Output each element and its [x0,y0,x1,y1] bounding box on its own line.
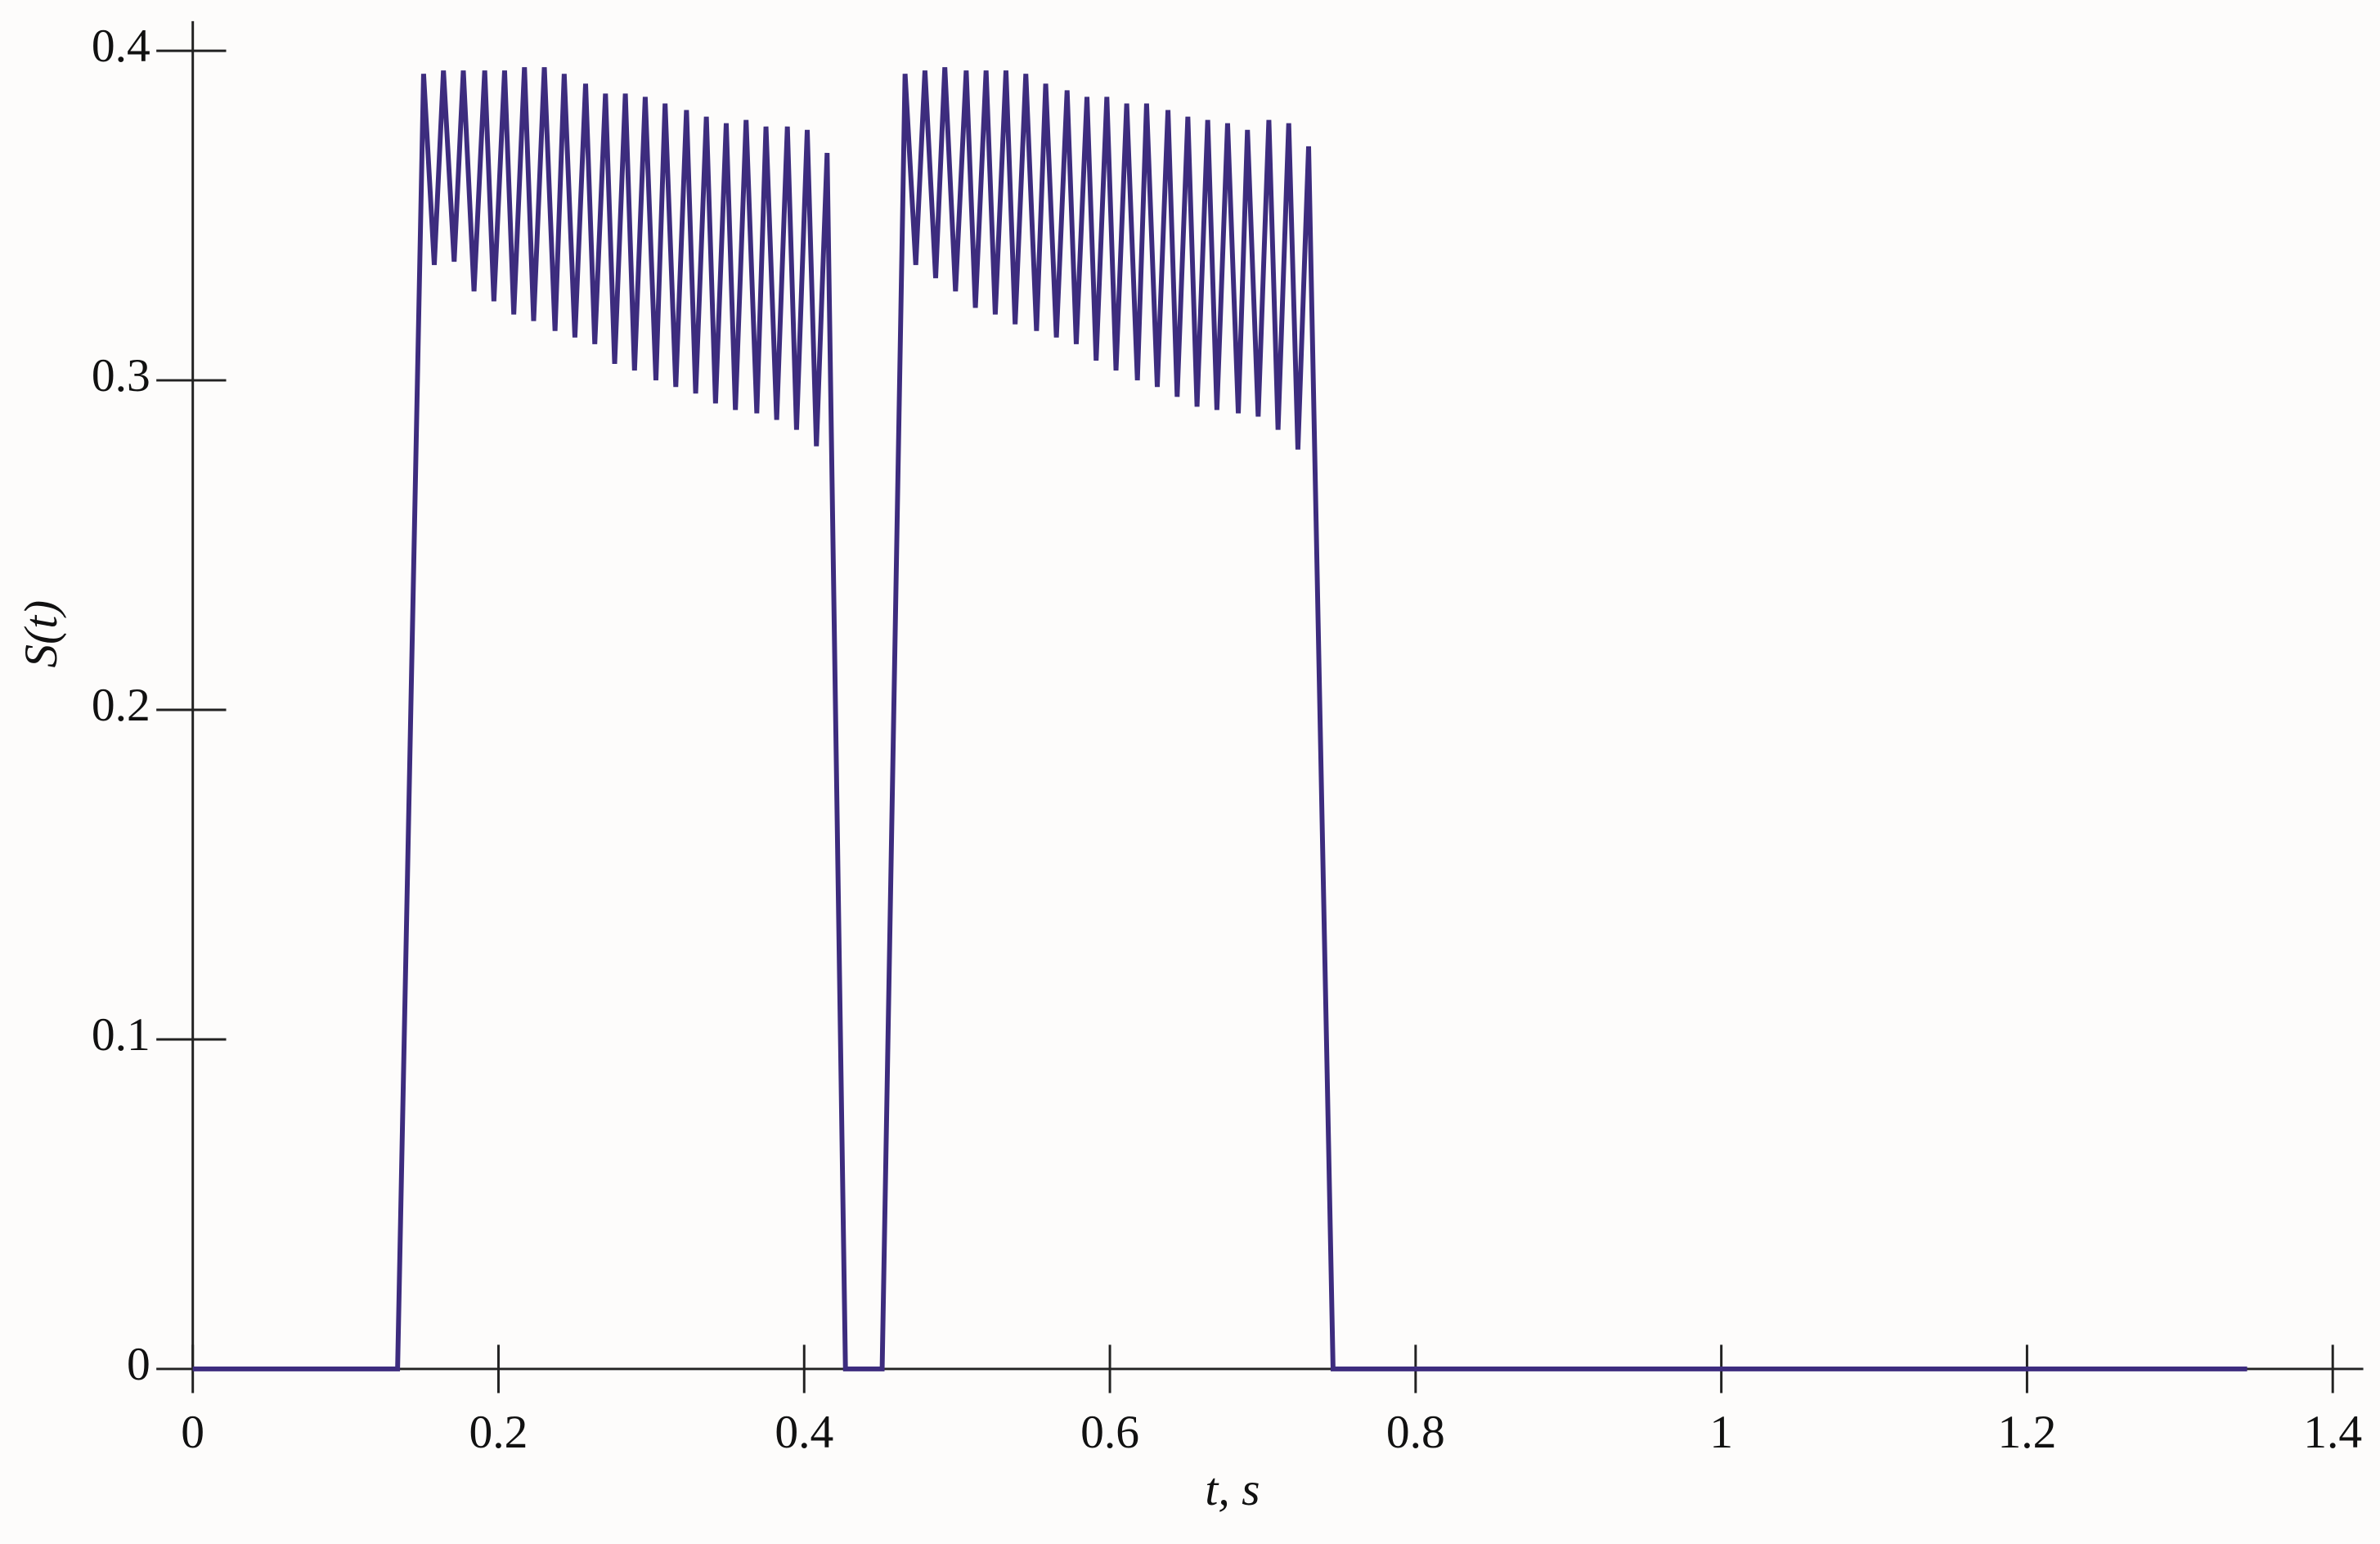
x-tick-label: 0.8 [1386,1407,1445,1458]
x-tick-label: 0 [181,1407,204,1458]
x-tick-label: 1 [1709,1407,1733,1458]
y-tick-label: 0.4 [92,20,150,72]
x-tick-label: 0.4 [775,1407,833,1458]
x-tick-label: 1.2 [1997,1407,2056,1458]
data-line [192,67,2248,1371]
x-tick-label: 1.4 [2303,1407,2362,1458]
x-axis-label: t, s [1205,1464,1260,1515]
y-axis-label: S(t) [16,600,67,668]
x-tick-label: 0.2 [469,1407,528,1458]
y-tick-label: 0.3 [92,350,150,402]
y-tick-label: 0.1 [92,1009,150,1061]
y-tick-label: 0 [127,1339,150,1390]
y-tick-label: 0.2 [92,680,150,731]
x-tick-label: 0.6 [1080,1407,1139,1458]
